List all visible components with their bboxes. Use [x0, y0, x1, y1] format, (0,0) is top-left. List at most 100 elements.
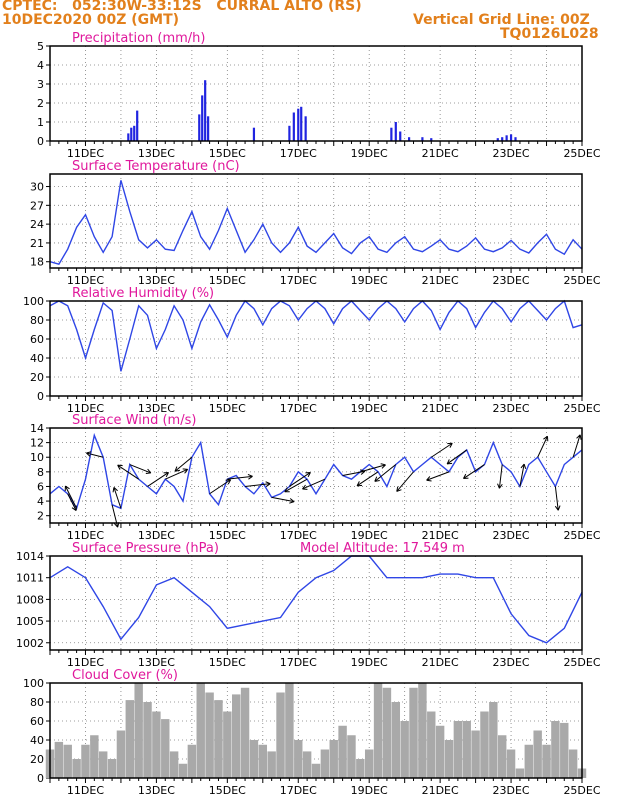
wind-arrow	[463, 464, 485, 479]
wind-arrow-head	[520, 463, 527, 469]
x-tick-label: 17DEC	[280, 656, 317, 669]
data-bar	[127, 133, 130, 141]
panel-annotation: Model Altitude: 17.549 m	[300, 541, 465, 556]
data-bar	[240, 687, 250, 778]
data-bar	[297, 108, 300, 141]
data-bar	[249, 740, 259, 778]
data-bar	[489, 702, 498, 778]
x-tick-label: 15DEC	[209, 529, 246, 542]
data-bar	[427, 711, 436, 778]
wind-arrow-head	[554, 505, 561, 511]
x-tick-label: 17DEC	[280, 147, 317, 160]
data-bar	[201, 95, 204, 141]
y-tick-label: 4	[37, 59, 44, 72]
x-tick-label: 23DEC	[493, 656, 530, 669]
wind-arrow	[113, 487, 122, 509]
x-tick-label: 19DEC	[351, 274, 388, 287]
data-bar	[311, 763, 321, 778]
data-bar	[81, 744, 90, 778]
wind-arrow	[519, 463, 525, 487]
y-tick-label: 8	[37, 466, 44, 479]
wind-arrow-head	[117, 464, 123, 470]
data-bar	[390, 127, 393, 141]
data-bar	[497, 735, 507, 778]
data-bar	[267, 751, 276, 778]
data-bar	[302, 751, 312, 778]
data-bar	[533, 730, 542, 778]
data-bar	[161, 719, 170, 778]
series-line	[49, 180, 583, 266]
data-bar	[568, 749, 578, 778]
y-tick-label: 1011	[16, 572, 44, 585]
data-bar	[435, 725, 445, 778]
wind-arrow-head	[380, 463, 386, 469]
data-bar	[329, 740, 338, 778]
wind-arrow-head	[305, 471, 311, 478]
wind-arrow-head	[145, 468, 152, 475]
series-line	[49, 555, 583, 644]
plot-area	[50, 46, 582, 141]
x-tick-label: 25DEC	[563, 529, 600, 542]
x-tick-label: 19DEC	[351, 402, 388, 415]
data-bar	[258, 744, 268, 778]
data-bar	[480, 711, 489, 778]
data-bar	[421, 137, 424, 141]
y-tick-label: 40	[30, 734, 44, 747]
x-tick-label: 21DEC	[422, 402, 459, 415]
wind-arrow-head	[174, 466, 181, 472]
wind-arrow-head	[86, 451, 92, 457]
data-bar	[364, 749, 374, 778]
wind-arrow-head	[463, 473, 469, 480]
x-tick-label: 17DEC	[280, 529, 317, 542]
data-bar	[143, 702, 152, 778]
data-bar	[130, 127, 133, 141]
wind-arrow	[117, 464, 139, 480]
wind-arrow	[64, 485, 78, 509]
x-tick-label: 21DEC	[422, 147, 459, 160]
data-bar	[542, 744, 551, 778]
y-tick-label: 27	[30, 199, 44, 212]
wind-arrow-head	[426, 476, 432, 482]
data-bar	[373, 683, 383, 778]
y-tick-label: 14	[30, 422, 44, 435]
x-tick-label: 19DEC	[351, 147, 388, 160]
wind-arrow	[446, 449, 468, 465]
y-tick-label: 2	[37, 97, 44, 110]
panel-6: 0 20 40 60 80 100 11DEC 13DEC 15DEC 17DEC 19DEC 21D…	[23, 668, 601, 797]
data-bar	[338, 725, 347, 778]
x-tick-label: 11DEC	[67, 784, 104, 797]
panel-5: 1002 1005 1008 1011 1014 11DEC 13DEC 15DEC 17DEC…	[16, 541, 601, 669]
data-bar	[506, 749, 516, 778]
y-tick-label: 1014	[16, 550, 44, 563]
y-tick-label: 1008	[16, 593, 44, 606]
x-tick-label: 11DEC	[67, 274, 104, 287]
plot-area	[50, 301, 582, 396]
data-bar	[391, 702, 401, 778]
data-bar	[444, 740, 454, 778]
data-bar	[394, 122, 397, 141]
panel-3: 0 20 40 60 80 100 11DEC 13DEC 15DEC 17DEC 19DEC 21D…	[23, 286, 601, 415]
data-bar	[136, 110, 139, 141]
x-tick-label: 15DEC	[209, 656, 246, 669]
x-tick-label: 21DEC	[422, 274, 459, 287]
x-tick-label: 25DEC	[563, 402, 600, 415]
x-tick-label: 13DEC	[138, 147, 175, 160]
x-tick-label: 25DEC	[563, 274, 600, 287]
data-bar	[409, 687, 418, 778]
wind-arrow-head	[163, 471, 169, 478]
y-tick-label: 100	[23, 295, 44, 308]
data-bar	[560, 722, 569, 778]
data-bar	[505, 135, 508, 141]
panel-2: 18 21 24 27 30 11DEC 13DEC 15DEC 17DEC 19DEC 21DEC…	[30, 159, 601, 287]
wind-arrow-head	[112, 487, 118, 493]
x-tick-label: 11DEC	[67, 529, 104, 542]
wind-arrow	[271, 496, 295, 503]
x-tick-label: 19DEC	[351, 656, 388, 669]
data-bar	[214, 700, 223, 778]
data-bar	[285, 683, 294, 778]
x-tick-label: 21DEC	[422, 784, 459, 797]
x-tick-label: 17DEC	[280, 402, 317, 415]
data-bar	[320, 749, 330, 778]
data-bar	[187, 744, 197, 778]
data-bar	[304, 116, 307, 141]
